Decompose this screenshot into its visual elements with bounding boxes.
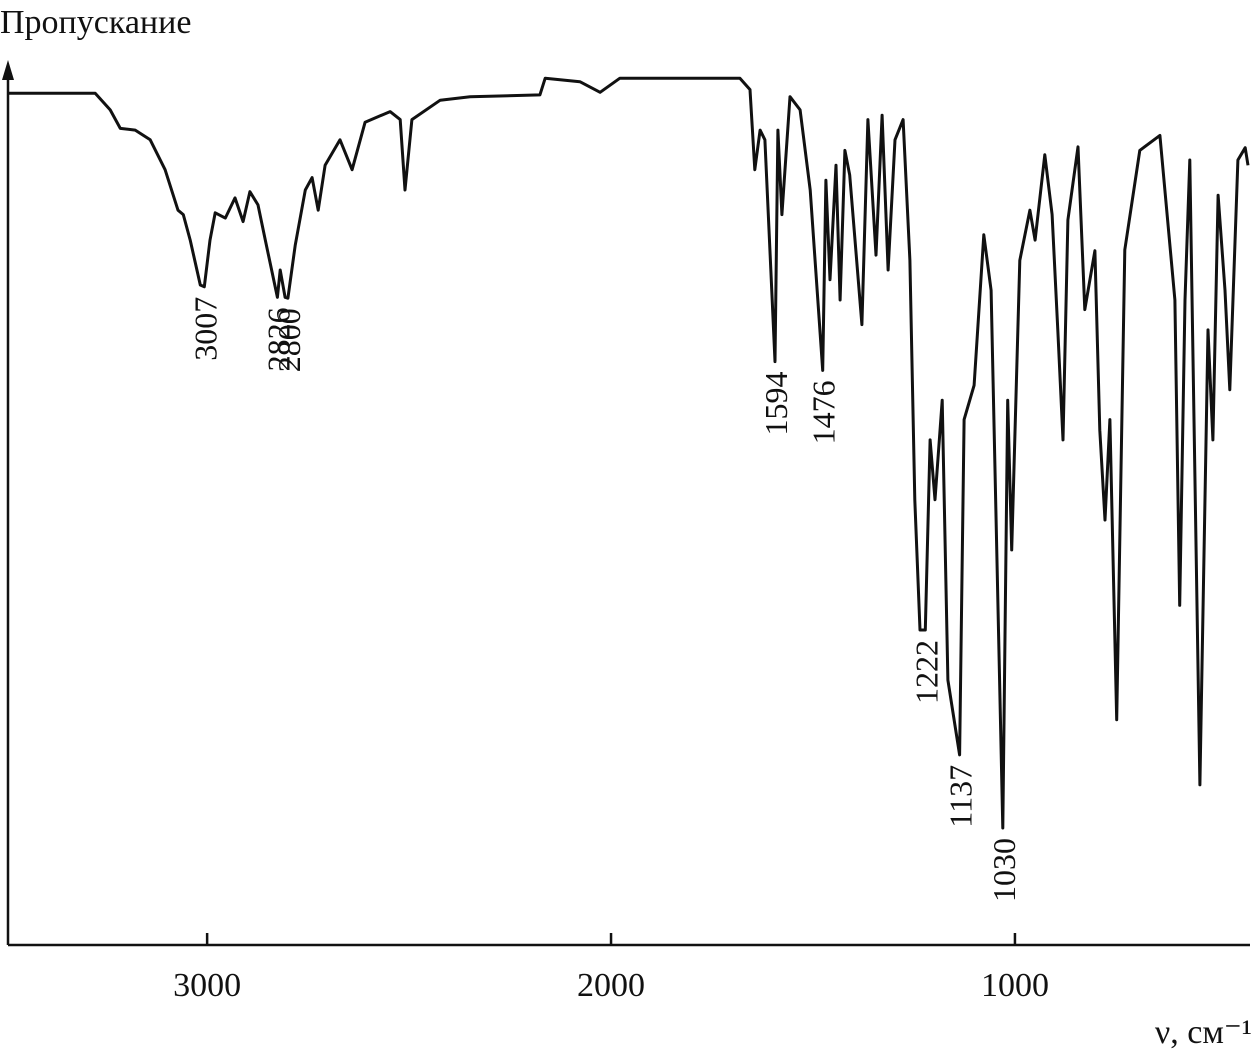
x-tick-label: 3000 xyxy=(173,967,241,1004)
x-tick-label: 2000 xyxy=(577,967,645,1004)
peak-label: 1594 xyxy=(758,372,794,436)
peak-label: 1137 xyxy=(943,765,979,828)
spectrum-line xyxy=(8,76,1250,830)
x-axis-label: ν, см⁻¹ xyxy=(1155,1014,1252,1051)
peak-label: 2800 xyxy=(271,308,307,372)
peak-label: 2826 xyxy=(260,307,296,371)
x-tick-label: 1000 xyxy=(981,967,1049,1004)
peak-label: 1476 xyxy=(806,380,842,444)
peak-label: 3007 xyxy=(187,297,223,361)
peak-label: 1030 xyxy=(986,838,1022,902)
peak-label: 1222 xyxy=(908,640,944,704)
y-axis-arrow xyxy=(2,60,14,80)
y-axis-label: Пропускание xyxy=(0,4,191,41)
